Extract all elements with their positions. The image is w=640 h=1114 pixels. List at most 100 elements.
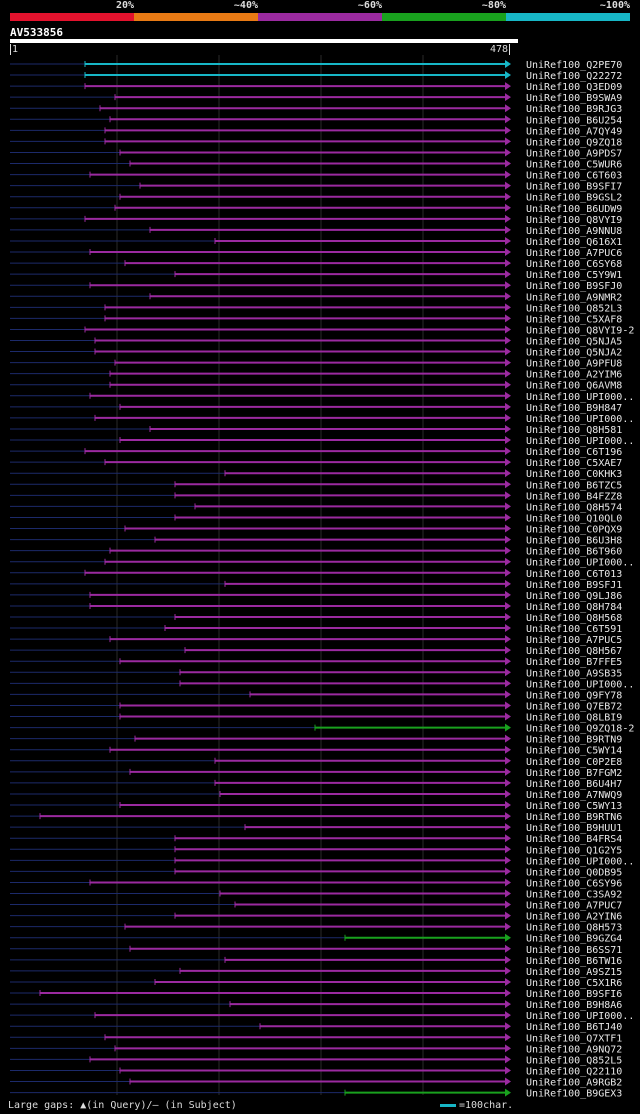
hit-row[interactable]: UniRef100_Q2PE70 (10, 60, 622, 71)
hit-row[interactable]: UniRef100_C5XAE7 (10, 458, 622, 469)
hit-label[interactable]: UniRef100_B7FFE5 (526, 657, 622, 668)
hit-label[interactable]: UniRef100_Q8H574 (526, 502, 622, 513)
hit-label[interactable]: UniRef100_A9PFU8 (526, 359, 622, 370)
hit-label[interactable]: UniRef100_C0P2E8 (526, 757, 622, 768)
hit-row[interactable]: UniRef100_A2YIM6 (10, 369, 622, 381)
hit-row[interactable]: UniRef100_Q0DB95 (10, 867, 622, 878)
hit-label[interactable]: UniRef100_B9H847 (526, 403, 622, 414)
hit-label[interactable]: UniRef100_B9SFJ1 (526, 580, 622, 591)
hit-label[interactable]: UniRef100_Q616X1 (526, 237, 622, 248)
hit-label[interactable]: UniRef100_Q8VYI9-2 (526, 325, 634, 336)
hit-row[interactable]: UniRef100_UPI000.. (10, 391, 634, 403)
hit-label[interactable]: UniRef100_A9NQ72 (526, 1044, 622, 1055)
hit-label[interactable]: UniRef100_A9SB35 (526, 668, 622, 679)
hit-label[interactable]: UniRef100_B6U3H8 (526, 536, 622, 547)
hit-row[interactable]: UniRef100_C6T196 (10, 447, 622, 458)
hit-label[interactable]: UniRef100_UPI000.. (526, 558, 634, 569)
hit-row[interactable]: UniRef100_C6T591 (10, 624, 622, 635)
hit-row[interactable]: UniRef100_Q22110 (10, 1066, 622, 1077)
hit-row[interactable]: UniRef100_Q8LBI9 (10, 712, 622, 724)
hit-label[interactable]: UniRef100_B6TW16 (526, 956, 622, 967)
hit-label[interactable]: UniRef100_B6U4H7 (526, 779, 622, 790)
hit-row[interactable]: UniRef100_C6T013 (10, 568, 622, 580)
hit-row[interactable]: UniRef100_B9RTN9 (10, 734, 622, 746)
hit-label[interactable]: UniRef100_C6T013 (526, 569, 622, 580)
hit-row[interactable]: UniRef100_C5X1R6 (10, 977, 622, 989)
hit-label[interactable]: UniRef100_Q9LJ86 (526, 591, 622, 602)
hit-row[interactable]: UniRef100_B9H847 (10, 402, 622, 414)
hit-label[interactable]: UniRef100_A7QY49 (526, 126, 622, 137)
hit-label[interactable]: UniRef100_B9SWA9 (526, 93, 622, 104)
hit-label[interactable]: UniRef100_B4FRS4 (526, 834, 622, 845)
hit-row[interactable]: UniRef100_Q9FY78 (10, 690, 622, 701)
hit-label[interactable]: UniRef100_Q8H784 (526, 602, 622, 613)
hit-label[interactable]: UniRef100_B9RJG3 (526, 104, 622, 115)
hit-row[interactable]: UniRef100_B9RTN6 (10, 812, 622, 823)
hit-label[interactable]: UniRef100_A2YIM6 (526, 370, 622, 381)
hit-row[interactable]: UniRef100_B6TJ40 (10, 1022, 622, 1033)
hit-row[interactable]: UniRef100_A9NQ72 (10, 1044, 622, 1055)
hit-label[interactable]: UniRef100_B9GEX3 (526, 1089, 622, 1100)
hit-label[interactable]: UniRef100_UPI000.. (526, 679, 634, 690)
hit-label[interactable]: UniRef100_Q8H568 (526, 613, 622, 624)
hit-row[interactable]: UniRef100_A9SB35 (10, 668, 622, 679)
hit-label[interactable]: UniRef100_B6U254 (526, 115, 622, 126)
hit-label[interactable]: UniRef100_Q22272 (526, 71, 622, 82)
hit-row[interactable]: UniRef100_Q6AVM8 (10, 380, 622, 392)
hit-row[interactable]: UniRef100_UPI000.. (10, 436, 634, 447)
hit-row[interactable]: UniRef100_B9H8A6 (10, 1000, 622, 1011)
hit-row[interactable]: UniRef100_B6UDW9 (10, 203, 622, 215)
hit-row[interactable]: UniRef100_C0KHK3 (10, 469, 622, 480)
hit-label[interactable]: UniRef100_Q5NJA5 (526, 337, 622, 348)
hit-row[interactable]: UniRef100_Q22272 (10, 71, 622, 82)
hit-row[interactable]: UniRef100_C5WY13 (10, 801, 622, 812)
hit-label[interactable]: UniRef100_B6TJ40 (526, 1022, 622, 1033)
hit-row[interactable]: UniRef100_A7NWQ9 (10, 789, 622, 801)
hit-row[interactable]: UniRef100_A9PDS7 (10, 148, 622, 159)
hit-row[interactable]: UniRef100_C5WUR6 (10, 159, 622, 171)
hit-label[interactable]: UniRef100_Q2PE70 (526, 60, 622, 71)
hit-row[interactable]: UniRef100_Q7XTF1 (10, 1033, 622, 1044)
hit-label[interactable]: UniRef100_UPI000.. (526, 436, 634, 447)
hit-row[interactable]: UniRef100_UPI000.. (10, 679, 634, 690)
hit-label[interactable]: UniRef100_Q852L3 (526, 303, 622, 314)
hit-row[interactable]: UniRef100_Q8H573 (10, 922, 622, 934)
hit-label[interactable]: UniRef100_B9HUU1 (526, 823, 622, 834)
hit-row[interactable]: UniRef100_Q852L3 (10, 303, 622, 314)
hit-row[interactable]: UniRef100_Q3ED09 (10, 82, 622, 93)
hit-row[interactable]: UniRef100_C5XAF8 (10, 314, 622, 325)
hit-label[interactable]: UniRef100_A7NWQ9 (526, 790, 622, 801)
hit-row[interactable]: UniRef100_Q852L5 (10, 1055, 622, 1066)
hit-label[interactable]: UniRef100_A7PUC6 (526, 248, 622, 259)
hit-label[interactable]: UniRef100_Q7XTF1 (526, 1033, 622, 1044)
hit-label[interactable]: UniRef100_A2YIN6 (526, 912, 622, 923)
hit-row[interactable]: UniRef100_B6U4H7 (10, 778, 622, 790)
hit-label[interactable]: UniRef100_Q8H567 (526, 646, 622, 657)
hit-label[interactable]: UniRef100_C5X1R6 (526, 978, 622, 989)
hit-row[interactable]: UniRef100_Q5NJA5 (10, 336, 622, 348)
hit-row[interactable]: UniRef100_B4FZZ8 (10, 491, 622, 502)
hit-label[interactable]: UniRef100_B9GZG4 (526, 934, 622, 945)
hit-row[interactable]: UniRef100_A7PUC7 (10, 900, 622, 912)
hit-label[interactable]: UniRef100_Q852L5 (526, 1055, 622, 1066)
hit-row[interactable]: UniRef100_Q8H567 (10, 646, 622, 657)
hit-label[interactable]: UniRef100_UPI000.. (526, 856, 634, 867)
hit-label[interactable]: UniRef100_A9NMR2 (526, 292, 622, 303)
hit-row[interactable]: UniRef100_B9GEX3 (10, 1088, 622, 1100)
hit-row[interactable]: UniRef100_C6SY68 (10, 259, 622, 270)
hit-row[interactable]: UniRef100_Q10QL0 (10, 513, 622, 524)
hit-label[interactable]: UniRef100_Q5NJA2 (526, 348, 622, 359)
hit-row[interactable]: UniRef100_B6TW16 (10, 955, 622, 967)
hit-row[interactable]: UniRef100_Q8VYI9-2 (10, 325, 634, 336)
hit-label[interactable]: UniRef100_C6T591 (526, 624, 622, 635)
hit-row[interactable]: UniRef100_Q8VYI9 (10, 214, 622, 226)
hit-row[interactable]: UniRef100_Q8H568 (10, 613, 622, 624)
hit-label[interactable]: UniRef100_A9PDS7 (526, 148, 622, 159)
hit-label[interactable]: UniRef100_A9SZ15 (526, 967, 622, 978)
hit-label[interactable]: UniRef100_B9RTN9 (526, 735, 622, 746)
hit-label[interactable]: UniRef100_Q8VYI9 (526, 215, 622, 226)
hit-row[interactable]: UniRef100_A7PUC6 (10, 248, 622, 259)
hit-row[interactable]: UniRef100_B9RJG3 (10, 104, 622, 115)
hit-label[interactable]: UniRef100_B6UDW9 (526, 204, 622, 215)
hit-row[interactable]: UniRef100_B9SFJ0 (10, 281, 622, 292)
